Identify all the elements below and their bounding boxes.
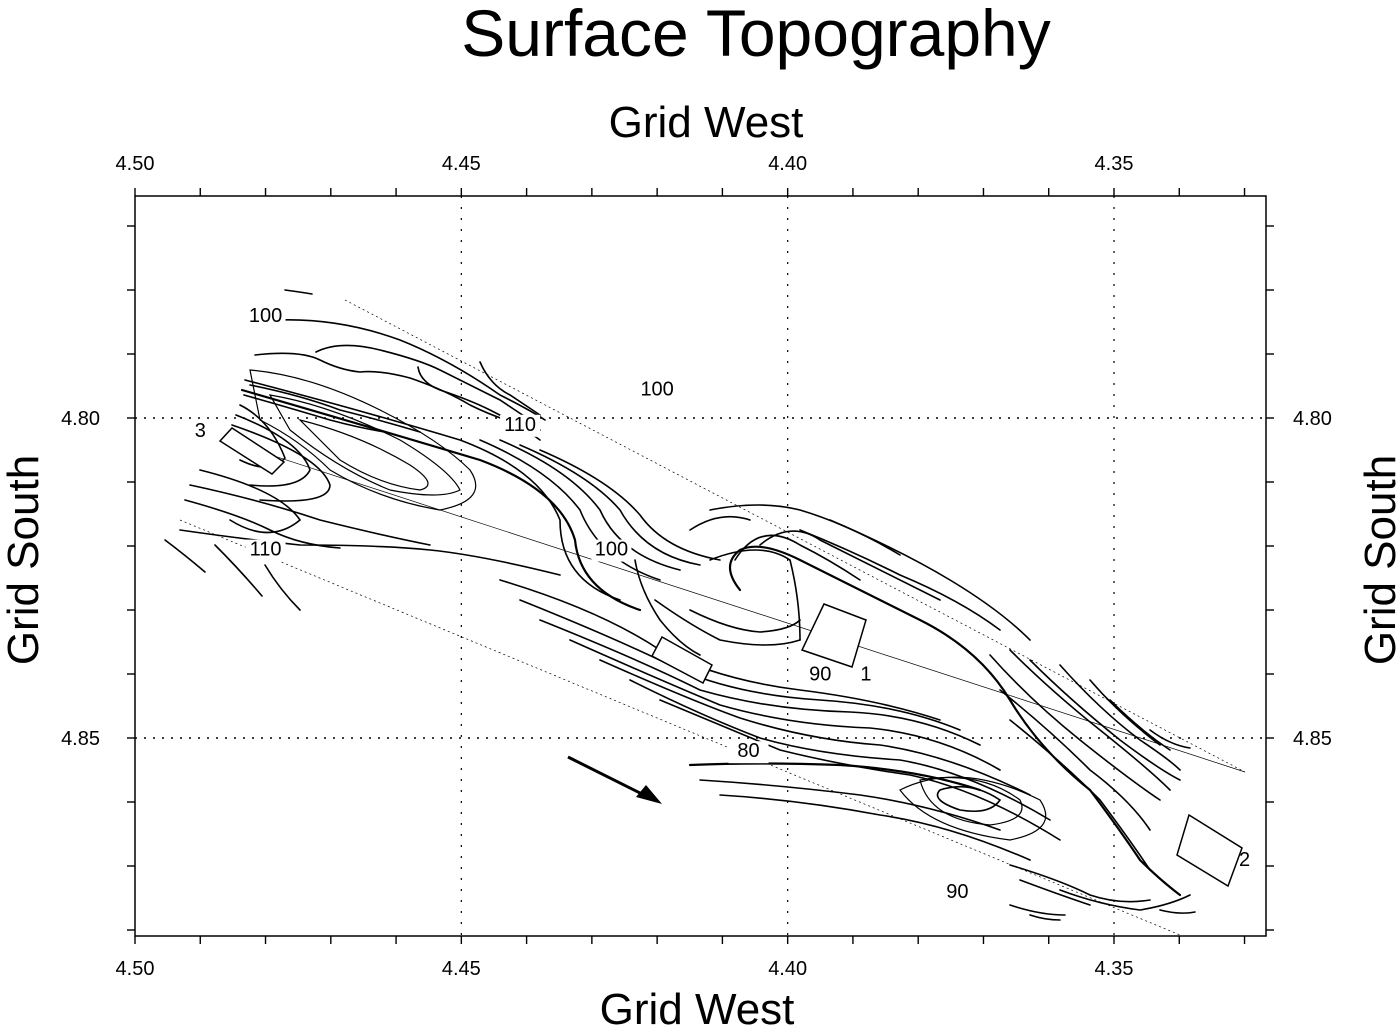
- contour-label: 110: [250, 539, 282, 561]
- contour-label-background: [500, 414, 541, 437]
- plot-frame: [134, 195, 1267, 937]
- contour-label: 100: [249, 305, 282, 327]
- contour-lines: [164, 289, 1196, 921]
- contour-label: 110: [504, 414, 536, 436]
- flume-marker-label: 1: [860, 663, 871, 685]
- contour-label-background: [637, 379, 678, 402]
- flume-marker-layer: 1 2 3: [195, 420, 1250, 871]
- y-tick-label-right: 4.85: [1293, 728, 1332, 750]
- flume-box-2: [1176, 813, 1243, 888]
- contour-label-background: [245, 306, 286, 328]
- contour-label: 90: [946, 881, 968, 903]
- contour-label: 100: [640, 379, 673, 401]
- flume-marker-label: 2: [1239, 849, 1250, 871]
- contour-label-background: [800, 664, 841, 687]
- contour-label: 80: [737, 740, 759, 762]
- flume-box-4: [650, 635, 713, 685]
- flume-box-1: [800, 603, 867, 668]
- flume-marker-label: 3: [195, 420, 206, 442]
- flume-boxes: [218, 427, 1243, 888]
- contour-label-background: [245, 539, 286, 562]
- y-axis-title-right: Grid South: [1356, 455, 1400, 665]
- contour-label-layer: 100 100 110 110 100 90 80 90: [245, 305, 978, 904]
- chart-title: Surface Topography: [461, 0, 1051, 70]
- y-tick-label-left: 4.85: [61, 728, 100, 750]
- y-tick-label-left: 4.80: [61, 408, 100, 430]
- x-tick-label-top: 4.50: [116, 153, 155, 175]
- x-tick-label-top: 4.40: [768, 153, 807, 175]
- flow-arrow: [567, 755, 662, 804]
- x-tick-label-bottom: 4.35: [1095, 958, 1134, 980]
- y-tick-label-right: 4.80: [1293, 408, 1332, 430]
- contour-label-background: [591, 539, 632, 562]
- contour-label: 100: [595, 539, 628, 561]
- reach-outline: [179, 299, 1246, 936]
- y-axis-title-left: Grid South: [0, 455, 48, 665]
- x-tick-label-bottom: 4.50: [116, 958, 155, 980]
- contour-label-background: [937, 882, 978, 904]
- contour-label: 90: [809, 663, 831, 685]
- x-axis-title-top: Grid West: [609, 98, 804, 147]
- x-axis-title-bottom: Grid West: [600, 985, 795, 1028]
- flume-box-3: [218, 427, 286, 475]
- contour-label-background: [728, 741, 769, 764]
- axis-ticks: 4.50 4.50 4.45 4.45 4.40 4.40 4.35 4.35 4.80 4.80…: [61, 153, 1332, 980]
- grid-lines: [135, 196, 1266, 936]
- x-tick-label-bottom: 4.45: [442, 958, 481, 980]
- x-tick-label-top: 4.45: [442, 153, 481, 175]
- x-tick-label-top: 4.35: [1095, 153, 1134, 175]
- x-tick-label-bottom: 4.40: [768, 958, 807, 980]
